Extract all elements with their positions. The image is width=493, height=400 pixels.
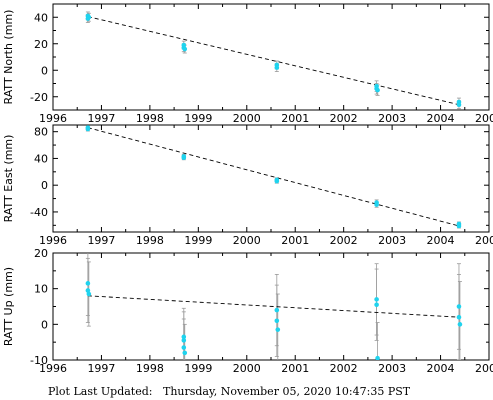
y-tick-label: 0 xyxy=(41,64,48,77)
x-tick-label: 2004 xyxy=(427,234,455,247)
footer-timestamp: Thursday, November 05, 2020 10:47:35 PST xyxy=(162,385,411,398)
x-tick-label: 1996 xyxy=(39,234,67,247)
plot-frame xyxy=(52,124,490,233)
x-tick-label: 1997 xyxy=(87,112,115,125)
data-point xyxy=(274,307,280,313)
x-tick-label: 2004 xyxy=(427,362,455,375)
data-point xyxy=(456,102,462,107)
data-point xyxy=(85,126,91,132)
trend-line xyxy=(87,16,460,106)
panel-1: 1996 1997 1998 1999 2000 2001 2002 2003 2004 2005… xyxy=(2,3,493,125)
y-tick-label: -10 xyxy=(30,354,48,367)
panel-2: 1996 1997 1998 1999 2000 2001 2002 2003 2004 2005… xyxy=(2,124,493,247)
y-tick-label: 20 xyxy=(34,38,48,51)
y-axis-label: RATT East (mm) xyxy=(2,135,15,223)
y-tick-label: 80 xyxy=(34,126,48,139)
x-tick-label: 2003 xyxy=(378,112,406,125)
x-tick-label: 1999 xyxy=(184,234,212,247)
plot-updated-footer: Plot Last Updated: Thursday, November 05… xyxy=(48,385,410,398)
y-tick-label: 40 xyxy=(34,152,48,165)
x-tick-label: 2003 xyxy=(378,362,406,375)
data-point xyxy=(181,334,187,340)
data-point xyxy=(181,345,187,350)
x-tick-label: 1997 xyxy=(87,362,115,375)
x-tick-label: 2001 xyxy=(281,234,309,247)
x-tick-label: 2001 xyxy=(281,112,309,125)
y-tick-label: -40 xyxy=(30,206,48,219)
x-tick-label: 1998 xyxy=(136,234,164,247)
x-tick-label: 2002 xyxy=(330,362,358,375)
data-point xyxy=(181,338,187,343)
data-point xyxy=(274,318,280,324)
data-point xyxy=(181,155,187,161)
x-tick-label: 2002 xyxy=(330,234,358,247)
data-point xyxy=(374,302,379,308)
trend-line xyxy=(87,127,460,227)
x-tick-label: 2001 xyxy=(281,362,309,375)
data-point xyxy=(375,87,380,93)
x-tick-label: 2005 xyxy=(475,112,493,125)
y-tick-label: 0 xyxy=(41,318,48,331)
x-tick-label: 1996 xyxy=(39,112,67,125)
data-point xyxy=(274,65,280,70)
data-point xyxy=(85,281,91,286)
y-tick-label: 10 xyxy=(34,283,48,296)
data-point xyxy=(456,314,462,320)
panel-3: 1996 1997 1998 1999 2000 2001 2002 2003 2004 2005… xyxy=(2,247,493,375)
data-point xyxy=(85,288,91,293)
data-point xyxy=(374,202,379,207)
data-point xyxy=(457,322,463,327)
trend-line xyxy=(87,295,459,318)
x-tick-label: 1999 xyxy=(184,112,212,125)
data-layer xyxy=(85,125,462,229)
data-point xyxy=(374,297,379,302)
data-point xyxy=(275,327,281,332)
footer-label: Plot Last Updated: xyxy=(48,385,153,398)
x-tick-label: 1996 xyxy=(39,362,67,375)
x-tick-label: 1998 xyxy=(136,362,164,375)
data-point xyxy=(86,291,92,297)
y-tick-label: 20 xyxy=(34,247,48,260)
x-tick-label: 1997 xyxy=(87,234,115,247)
data-point xyxy=(182,46,188,52)
data-point xyxy=(274,178,280,184)
data-point xyxy=(182,350,188,356)
x-tick-label: 2003 xyxy=(378,234,406,247)
data-layer xyxy=(85,253,463,360)
y-tick-label: -20 xyxy=(30,91,48,104)
data-layer xyxy=(85,11,462,110)
data-point xyxy=(456,223,462,229)
x-tick-label: 2004 xyxy=(427,112,455,125)
data-point xyxy=(456,304,462,309)
plot-frame xyxy=(52,3,490,111)
x-tick-label: 1998 xyxy=(136,112,164,125)
x-tick-label: 2005 xyxy=(475,362,493,375)
data-point xyxy=(375,355,380,360)
x-tick-label: 2000 xyxy=(233,234,261,247)
y-tick-label: 0 xyxy=(41,179,48,192)
x-tick-label: 2000 xyxy=(233,112,261,125)
x-tick-label: 2000 xyxy=(233,362,261,375)
y-axis-label: RATT Up (mm) xyxy=(2,267,15,346)
y-tick-label: 40 xyxy=(34,11,48,24)
x-tick-label: 2002 xyxy=(330,112,358,125)
x-tick-label: 1999 xyxy=(184,362,212,375)
x-tick-label: 2005 xyxy=(475,234,493,247)
y-axis-label: RATT North (mm) xyxy=(2,10,15,105)
data-point xyxy=(86,14,92,20)
